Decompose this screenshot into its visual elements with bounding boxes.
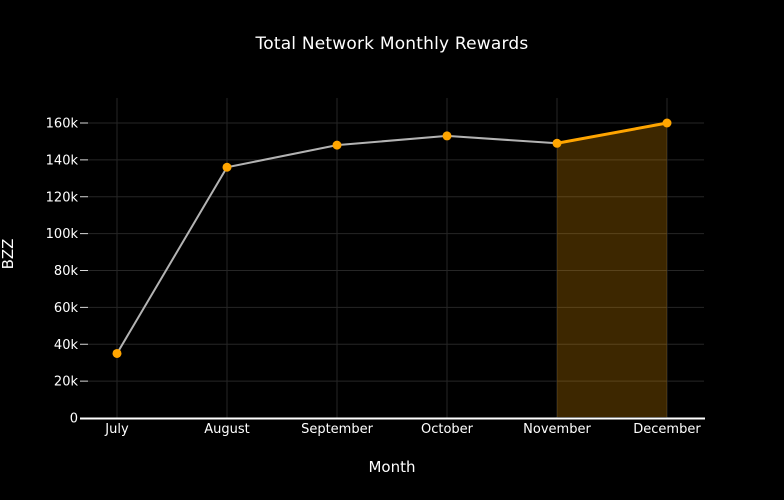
x-tick-label: November — [523, 422, 591, 437]
y-tick-label: 60k — [54, 301, 79, 316]
x-tick-label: September — [301, 422, 374, 437]
chart-title: Total Network Monthly Rewards — [255, 34, 529, 54]
y-tick-label: 160k — [46, 117, 79, 132]
y-tick-label: 20k — [54, 375, 79, 390]
series-line-segment — [336, 134, 448, 147]
series-line-segment — [226, 144, 338, 169]
data-point-marker — [552, 138, 562, 148]
y-tick-label: 120k — [46, 190, 79, 205]
y-tick-label: 140k — [46, 153, 79, 168]
series-line-segment — [116, 166, 228, 355]
data-point-marker — [332, 140, 342, 150]
x-tick-label: August — [204, 422, 250, 437]
y-tick-label: 80k — [54, 264, 79, 279]
y-tick-label: 40k — [54, 338, 79, 353]
series-line-accent-segment — [555, 121, 669, 145]
x-tick-label: December — [633, 422, 701, 437]
data-point-marker — [442, 131, 452, 141]
x-tick-label: July — [104, 422, 129, 437]
y-tick-label: 100k — [46, 227, 79, 242]
data-point-marker — [222, 162, 232, 172]
x-axis-title: Month — [368, 458, 416, 476]
series-line-segment — [446, 134, 558, 145]
data-point-marker — [112, 348, 122, 358]
data-point-marker — [662, 118, 672, 128]
x-tick-label: October — [421, 422, 474, 437]
y-tick-label: 0 — [70, 412, 78, 427]
highlight-region — [557, 123, 667, 417]
